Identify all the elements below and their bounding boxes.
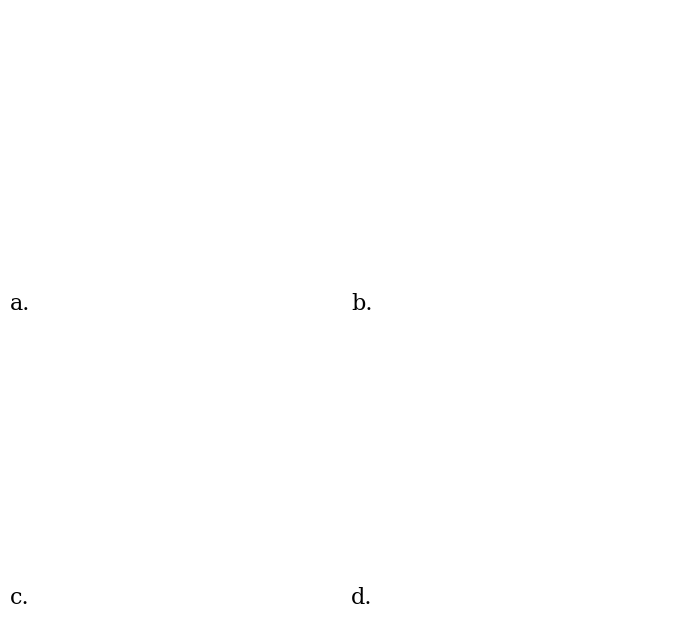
Text: c.: c.: [10, 587, 30, 609]
Text: d.: d.: [351, 587, 373, 609]
Text: b.: b.: [351, 293, 373, 315]
Text: a.: a.: [10, 293, 31, 315]
